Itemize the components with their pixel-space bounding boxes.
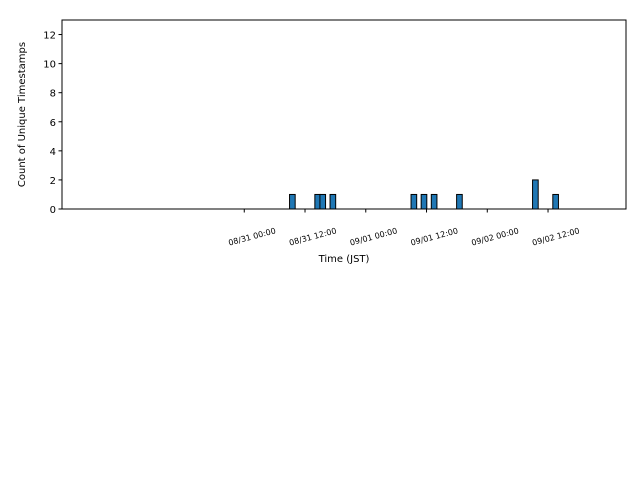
x-axis: 08/31 00:00 08/31 12:00 09/01 00:00 09/01 1… [227, 209, 581, 248]
y-tick-label-8: 8 [50, 89, 56, 100]
plot-area-frame [61, 19, 627, 210]
y-tick-label-4: 4 [50, 147, 56, 158]
y-tick-label-2: 2 [50, 176, 56, 187]
histogram-bar-9 [552, 193, 559, 210]
y-tick-label-12: 12 [43, 31, 56, 42]
histogram-bar-0 [289, 193, 296, 210]
y-tick-label-6: 6 [50, 118, 56, 129]
histogram-bar-5 [420, 193, 428, 210]
y-axis-label: Count of Unique Timestamps [17, 42, 28, 187]
x-tick-label-4: 09/02 00:00 [470, 226, 519, 247]
x-tick-label-2: 09/01 00:00 [349, 226, 398, 247]
x-tick-label-5: 09/02 12:00 [531, 226, 580, 247]
histogram-bar-6 [430, 193, 438, 210]
histogram-bar-8 [532, 179, 539, 210]
x-tick-label-1: 08/31 12:00 [288, 226, 337, 247]
x-axis-label: Time (JST) [318, 254, 370, 265]
y-tick-label-10: 10 [43, 60, 56, 71]
histogram-bar-2 [319, 193, 327, 210]
histogram-bar-3 [329, 193, 337, 210]
x-tick-label-0: 08/31 00:00 [227, 226, 276, 247]
histogram-bar-7 [456, 193, 463, 210]
y-tick-label-0: 0 [50, 205, 56, 216]
y-axis: 0 2 4 6 8 10 12 [43, 31, 62, 216]
x-tick-label-3: 09/01 12:00 [410, 226, 459, 247]
bars-layer [289, 179, 559, 210]
histogram-bar-4 [410, 193, 418, 210]
